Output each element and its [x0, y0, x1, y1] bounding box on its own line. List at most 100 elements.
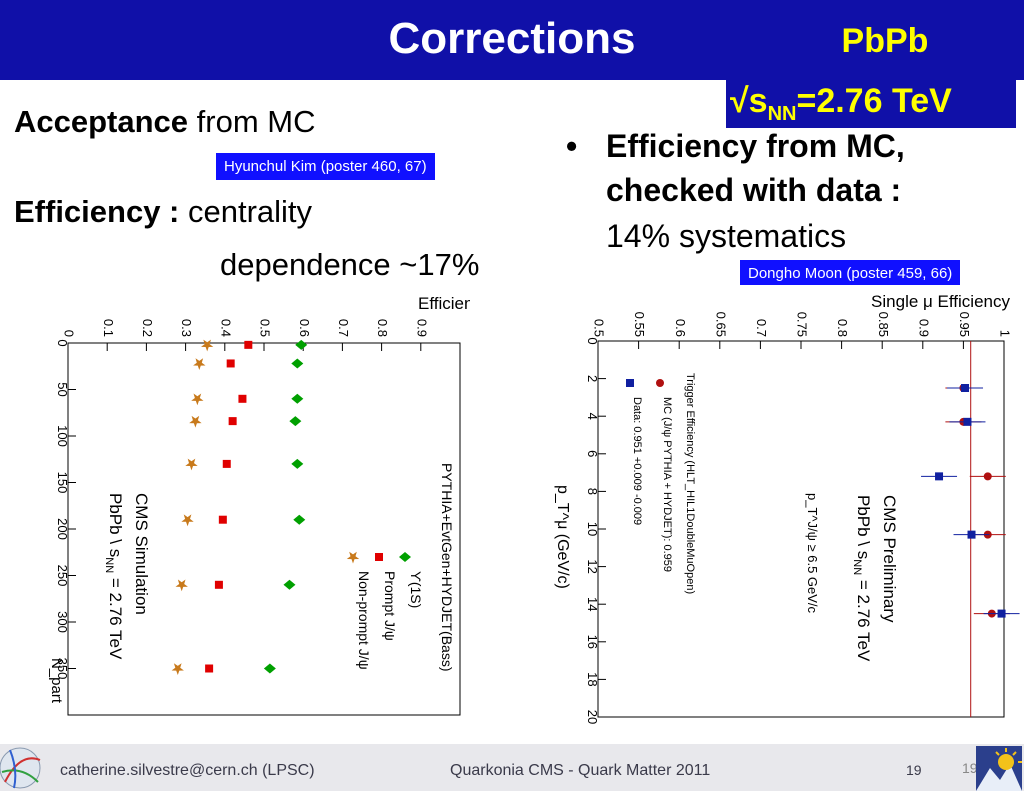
data-point — [226, 359, 235, 368]
annotation-text: PbPb \ s — [106, 493, 125, 557]
x-axis-label: p_T^μ (GeV/c) — [554, 485, 571, 589]
data-point — [218, 515, 227, 524]
x-tick-label: 200 — [55, 518, 70, 540]
data-point — [289, 416, 302, 427]
chart-title: Efficiency — [418, 294, 470, 313]
data-point — [983, 472, 992, 481]
y-tick-label: 0.1 — [101, 319, 116, 337]
efficiency-bold: Efficiency : — [14, 194, 180, 229]
data-point — [222, 459, 231, 468]
x-tick-label: 20 — [585, 710, 600, 724]
footer-email: catherine.silvestre@cern.ch (LPSC) — [60, 762, 315, 779]
legend-marker — [375, 553, 383, 561]
x-tick-label: 350 — [55, 658, 70, 680]
legend-marker — [346, 551, 360, 564]
data-point — [205, 664, 214, 673]
y-tick-label: 0.65 — [713, 312, 728, 337]
annotation-text-end: = 2.76 TeV — [854, 575, 873, 662]
chart-title: Single μ Efficiency — [871, 292, 1010, 311]
y-tick-label: 0.95 — [957, 312, 972, 337]
x-tick-label: 10 — [585, 522, 600, 536]
x-tick-label: 0 — [55, 339, 70, 346]
footer-bar — [0, 744, 1024, 791]
y-tick-label: 0.6 — [297, 319, 312, 337]
x-tick-label: 300 — [55, 611, 70, 633]
annotation-line-1: CMS Simulation — [132, 493, 151, 615]
y-tick-label: 0.2 — [140, 319, 155, 337]
y-tick-label: 0.7 — [754, 319, 769, 337]
y-tick-label: 0.5 — [592, 319, 607, 337]
y-tick-label: 0.9 — [414, 319, 429, 337]
annotation-sub: NN — [103, 557, 115, 573]
poster-tag-right: Dongho Moon (poster 459, 66) — [740, 260, 961, 287]
cms-logo-icon — [0, 747, 41, 789]
bullet-line-3: 14% systematics — [606, 218, 847, 254]
y-tick-label: 0.5 — [258, 319, 273, 337]
legend-marker — [399, 552, 411, 562]
legend-marker — [656, 379, 664, 387]
poster-tag-left: Hyunchul Kim (poster 460, 67) — [216, 153, 435, 180]
collision-system: PbPb — [841, 22, 929, 60]
collision-energy: √sNN=2.76 TeV — [730, 82, 1015, 126]
annotation-text: PbPb \ s — [854, 495, 873, 559]
acceptance-bold: Acceptance — [14, 104, 189, 139]
data-point — [228, 417, 237, 426]
legend-label: Non-prompt J/ψ — [356, 571, 372, 670]
bullet-line-1: Efficiency from MC, — [606, 128, 905, 164]
data-point — [189, 415, 202, 428]
data-point — [201, 339, 214, 352]
x-tick-label: 150 — [55, 472, 70, 494]
data-point — [171, 663, 184, 675]
data-point — [293, 514, 306, 525]
data-point — [244, 340, 253, 349]
x-tick-label: 16 — [585, 635, 600, 649]
x-tick-label: 100 — [55, 425, 70, 447]
y-tick-label: 0.75 — [795, 312, 810, 337]
conference-logo-icon — [976, 746, 1022, 791]
data-point — [193, 358, 206, 370]
annotation-text-end: = 2.76 TeV — [106, 573, 125, 660]
legend-marker — [626, 379, 634, 387]
y-tick-label: 1 — [998, 330, 1013, 337]
legend-header: PYTHIA+EvtGen+HYDJET(Bass) — [439, 463, 455, 672]
slide-title-text: Corrections — [388, 14, 636, 63]
x-tick-label: 14 — [585, 597, 600, 611]
x-tick-label: 18 — [585, 672, 600, 686]
x-tick-label: 6 — [585, 450, 600, 457]
data-point — [967, 530, 976, 539]
data-point — [191, 393, 204, 406]
y-tick-label: 0.7 — [336, 319, 351, 337]
data-point — [295, 339, 308, 350]
legend-label: Data: 0.951 +0.009 -0.009 — [631, 397, 643, 525]
page-number-ghost: 19 — [962, 760, 978, 776]
y-tick-label: 0.3 — [179, 319, 194, 337]
legend-label: MC (J/ψ PYTHIA + HYDJET): 0.959 — [661, 397, 673, 572]
acceptance-line: Acceptance from MC — [14, 104, 315, 140]
efficiency-vs-npart-chart: Efficiency 0 0.1 0.2 0.3 0.4 0.5 0.6 0.7 0.8 0.9 0… — [40, 285, 470, 735]
efficiency-line: Efficiency : centrality — [14, 194, 312, 230]
annotation-sub: NN — [851, 559, 863, 575]
y-tick-label: 0.8 — [375, 319, 390, 337]
y-tick-label: 0 — [62, 330, 77, 337]
x-tick-label: 8 — [585, 488, 600, 495]
data-point — [214, 580, 223, 589]
title-bar — [0, 0, 1024, 80]
data-point — [283, 579, 296, 590]
x-tick-label: 12 — [585, 559, 600, 573]
data-point — [291, 358, 304, 369]
energy-value: =2.76 TeV — [796, 82, 952, 120]
annotation-line-2: PbPb \ sNN = 2.76 TeV — [851, 495, 873, 662]
legend-label: Prompt J/ψ — [382, 571, 398, 641]
y-tick-label: 0.4 — [218, 319, 233, 337]
data-point — [291, 458, 304, 469]
x-tick-label: 2 — [585, 375, 600, 382]
legend-header: Trigger Efficiency (HLT_HIL1DoubleMuOpen… — [684, 373, 696, 594]
annotation-line-2: PbPb \ sNN = 2.76 TeV — [103, 493, 125, 660]
y-tick-label: 0.9 — [916, 319, 931, 337]
y-tick-label: 0.55 — [632, 312, 647, 337]
x-tick-label: 0 — [585, 337, 600, 344]
bullet: • — [566, 128, 578, 164]
single-muon-efficiency-chart: Single μ Efficiency 0.5 0.55 0.6 0.65 0.7 0.7… — [540, 285, 1024, 745]
data-point — [935, 472, 944, 481]
bullet-line-2: checked with data : — [606, 172, 902, 208]
